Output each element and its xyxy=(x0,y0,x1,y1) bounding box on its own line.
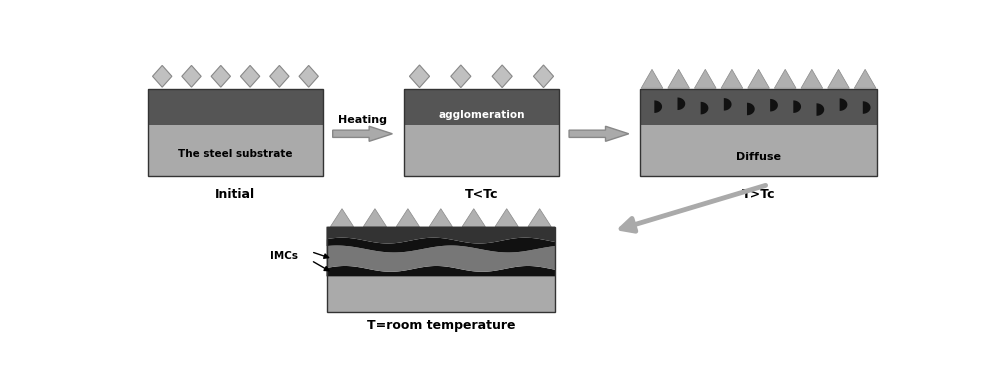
Text: The steel substrate: The steel substrate xyxy=(178,149,293,159)
Text: IMCs: IMCs xyxy=(270,251,298,261)
Bar xyxy=(640,89,877,126)
Polygon shape xyxy=(326,238,555,253)
Bar xyxy=(640,89,877,176)
Bar xyxy=(326,227,555,312)
Bar xyxy=(404,89,559,126)
Polygon shape xyxy=(330,209,354,227)
Polygon shape xyxy=(533,65,554,87)
Text: T<Tc: T<Tc xyxy=(465,188,498,201)
Text: T>Tc: T>Tc xyxy=(742,188,776,201)
Bar xyxy=(640,126,877,176)
Polygon shape xyxy=(363,209,387,227)
Polygon shape xyxy=(326,266,555,276)
Polygon shape xyxy=(770,99,778,113)
Polygon shape xyxy=(182,66,201,87)
Polygon shape xyxy=(677,98,685,112)
Polygon shape xyxy=(748,69,769,88)
Polygon shape xyxy=(668,69,689,88)
Polygon shape xyxy=(326,227,555,244)
Polygon shape xyxy=(654,100,662,114)
Polygon shape xyxy=(793,100,801,114)
Polygon shape xyxy=(326,245,555,272)
Text: Initial: Initial xyxy=(215,188,255,201)
Polygon shape xyxy=(451,65,471,87)
Text: Heating: Heating xyxy=(338,115,387,125)
Polygon shape xyxy=(409,65,430,87)
Polygon shape xyxy=(240,66,260,87)
Polygon shape xyxy=(641,69,663,88)
Bar xyxy=(326,276,555,312)
Polygon shape xyxy=(211,66,230,87)
Text: agglomeration: agglomeration xyxy=(438,110,525,120)
Text: T=room temperature: T=room temperature xyxy=(367,319,515,332)
Polygon shape xyxy=(828,69,849,88)
Polygon shape xyxy=(694,69,716,88)
FancyArrow shape xyxy=(569,126,629,141)
Polygon shape xyxy=(724,98,732,112)
Polygon shape xyxy=(396,209,420,227)
Polygon shape xyxy=(840,98,847,112)
Polygon shape xyxy=(701,102,708,116)
Polygon shape xyxy=(801,69,823,88)
Bar xyxy=(148,126,323,176)
Polygon shape xyxy=(299,66,318,87)
Polygon shape xyxy=(153,66,172,87)
Polygon shape xyxy=(747,103,755,116)
Polygon shape xyxy=(462,209,485,227)
Polygon shape xyxy=(492,65,512,87)
Polygon shape xyxy=(863,101,871,115)
Polygon shape xyxy=(495,209,518,227)
Polygon shape xyxy=(774,69,796,88)
FancyArrow shape xyxy=(333,126,392,141)
Bar xyxy=(148,89,323,126)
Bar xyxy=(148,89,323,176)
Text: Diffuse: Diffuse xyxy=(736,152,781,162)
Polygon shape xyxy=(854,69,876,88)
Polygon shape xyxy=(429,209,452,227)
Bar xyxy=(404,89,559,176)
Polygon shape xyxy=(721,69,743,88)
Bar xyxy=(404,126,559,176)
Polygon shape xyxy=(270,66,289,87)
Polygon shape xyxy=(528,209,551,227)
Polygon shape xyxy=(816,103,824,117)
